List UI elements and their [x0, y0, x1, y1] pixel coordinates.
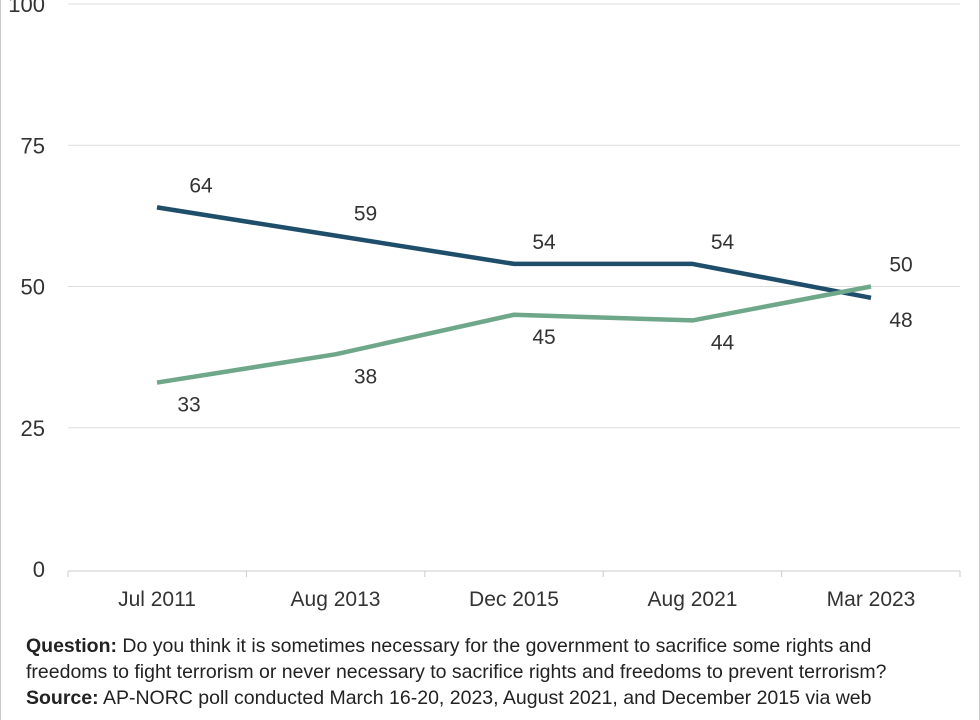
data-label: 64	[189, 174, 213, 197]
source-note: Source: AP-NORC poll conducted March 16-…	[26, 685, 956, 711]
data-label: 54	[532, 231, 556, 254]
data-label: 59	[354, 203, 377, 226]
x-tick-label: Dec 2015	[469, 588, 559, 611]
data-label: 44	[711, 331, 735, 354]
data-label: 48	[889, 309, 912, 332]
series-line-2	[156, 284, 872, 385]
source-text: AP-NORC poll conducted March 16-20, 2023…	[98, 687, 872, 709]
question-text: Do you think it is sometimes necessary f…	[26, 635, 887, 683]
data-label: 50	[889, 254, 912, 277]
data-label: 38	[354, 365, 377, 388]
x-tick-label: Aug 2021	[648, 588, 738, 611]
y-tick-label: 100	[8, 0, 45, 17]
y-tick-label: 25	[21, 416, 45, 441]
x-tick-label: Mar 2023	[827, 588, 916, 611]
question-note: Question: Do you think it is sometimes n…	[26, 633, 956, 685]
chart-footnote: Question: Do you think it is sometimes n…	[26, 633, 956, 711]
x-tick-label: Aug 2013	[291, 588, 381, 611]
y-tick-label: 75	[21, 133, 45, 158]
data-label: 45	[532, 326, 555, 349]
line-chart: 0 25 50 75 100 Jul 2011 Aug 2013 Dec 2015 Aug 20…	[8, 0, 961, 611]
source-label: Source:	[26, 687, 99, 709]
data-label: 54	[711, 231, 735, 254]
frame-border-left	[0, 0, 1, 720]
y-tick-label: 50	[21, 275, 45, 300]
series-line-1	[156, 205, 872, 301]
x-tick-label: Jul 2011	[118, 588, 196, 611]
question-label: Question:	[26, 635, 117, 657]
data-label: 33	[177, 394, 200, 417]
y-tick-label: 0	[33, 557, 45, 582]
